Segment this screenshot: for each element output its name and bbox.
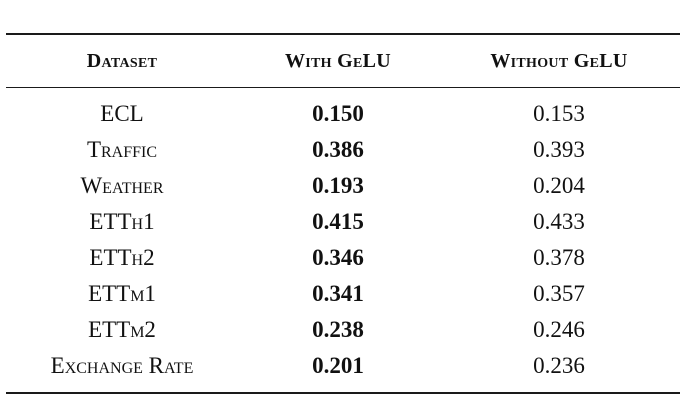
table-row: ETTm2 0.238 0.246 [6,312,680,348]
table-header-rule [6,87,680,88]
table-body: ECL 0.150 0.153 Traffic 0.386 0.393 Weat… [6,88,680,392]
table-row: ETTh2 0.346 0.378 [6,240,680,276]
without-gelu-cell: 0.393 [533,137,585,162]
with-gelu-cell: 0.238 [312,317,364,342]
table-row: Traffic 0.386 0.393 [6,132,680,168]
table-row: ETTh1 0.415 0.433 [6,204,680,240]
table-row: Weather 0.193 0.204 [6,168,680,204]
with-gelu-cell: 0.386 [312,137,364,162]
with-gelu-cell: 0.201 [312,353,364,378]
with-gelu-cell: 0.150 [312,101,364,126]
dataset-cell: ECL [100,101,144,126]
table-row: Exchange Rate 0.201 0.236 [6,348,680,384]
with-gelu-cell: 0.346 [312,245,364,270]
dataset-cell: ETTm1 [88,281,156,306]
dataset-cell: Weather [80,173,164,198]
table-row: ECL 0.150 0.153 [6,96,680,132]
without-gelu-cell: 0.246 [533,317,585,342]
dataset-cell: Traffic [86,137,158,162]
header-dataset: Dataset [86,49,158,72]
with-gelu-cell: 0.341 [312,281,364,306]
header-without-gelu: Without GeLU [490,49,628,72]
without-gelu-cell: 0.378 [533,245,585,270]
table-bottom-rule [6,392,680,394]
dataset-cell: ETTh2 [89,245,155,270]
with-gelu-cell: 0.193 [312,173,364,198]
dataset-cell: ETTm2 [88,317,156,342]
results-table: Dataset With GeLU Without GeLU ECL 0.150… [6,33,680,394]
table-row: ETTm1 0.341 0.357 [6,276,680,312]
without-gelu-cell: 0.153 [533,101,585,126]
table-header-row: Dataset With GeLU Without GeLU [6,35,680,87]
without-gelu-cell: 0.433 [533,209,585,234]
dataset-cell: Exchange Rate [50,353,194,378]
table-top-rule [6,33,680,35]
dataset-cell: ETTh1 [89,209,155,234]
without-gelu-cell: 0.204 [533,173,585,198]
without-gelu-cell: 0.236 [533,353,585,378]
header-with-gelu: With GeLU [284,49,392,72]
without-gelu-cell: 0.357 [533,281,585,306]
with-gelu-cell: 0.415 [312,209,364,234]
